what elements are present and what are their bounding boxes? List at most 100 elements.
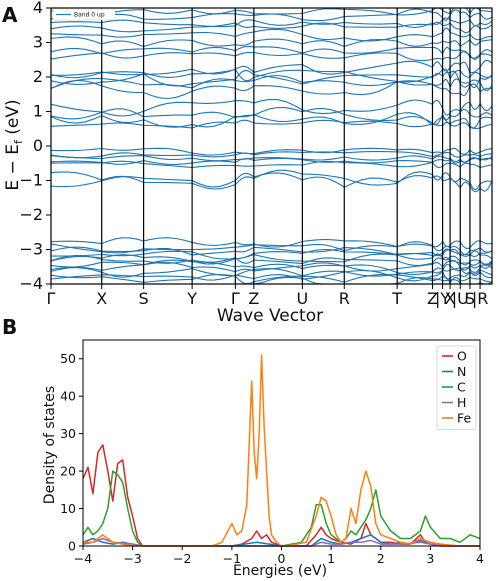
dos-y-tick-label: 0	[68, 539, 76, 554]
dos-legend-label: C	[457, 380, 466, 395]
band-line	[51, 248, 493, 260]
band-line	[50, 169, 493, 191]
band-line	[50, 261, 493, 276]
dos-y-tick-label: 40	[60, 389, 76, 404]
band-x-tick-label: Γ	[231, 289, 240, 308]
dos-legend-label: H	[457, 395, 466, 410]
band-x-tick-label: Z	[427, 289, 438, 308]
band-line	[50, 253, 493, 267]
band-plot-frame	[50, 7, 493, 285]
dos-plot-frame	[82, 339, 481, 547]
dos-series-fe	[83, 354, 480, 547]
dos-ticks: 0 10 20 30 40 50 −4 −3 −2 −1 0 1 2 3 4	[60, 351, 484, 566]
band-line	[50, 119, 493, 130]
band-line	[50, 155, 493, 163]
band-line	[50, 36, 493, 48]
band-line	[50, 21, 493, 34]
band-y-tick-label: 4	[33, 0, 43, 17]
band-y-tick-label: −2	[19, 205, 43, 224]
band-line	[50, 17, 493, 29]
band-line	[50, 106, 493, 126]
dos-x-tick-label: 4	[476, 551, 484, 566]
band-line	[50, 98, 493, 117]
band-y-tick-label: −4	[19, 274, 43, 293]
band-line	[50, 237, 493, 249]
dos-y-tick-label: 10	[60, 501, 76, 516]
dos-legend-box	[436, 345, 477, 430]
band-x-tick-label: |R	[472, 289, 489, 308]
band-y-axis-title-unit: (eV)	[3, 99, 23, 140]
dos-x-tick-label: 0	[278, 551, 286, 566]
band-legend-box	[52, 8, 116, 21]
band-y-tick-label: 1	[33, 102, 43, 121]
band-y-tick-label: −3	[19, 240, 43, 259]
band-x-axis-title: Wave Vector	[217, 306, 323, 326]
band-x-tick-label: R	[339, 289, 350, 308]
band-y-axis-title-main: E − E	[3, 144, 23, 191]
band-line	[50, 150, 493, 159]
band-line	[50, 267, 493, 278]
band-line	[50, 59, 493, 79]
band-x-tick-label: Y	[186, 289, 197, 308]
band-line	[50, 246, 493, 258]
band-y-tick-label: 3	[33, 33, 43, 52]
dos-x-tick-label: −3	[123, 551, 141, 566]
dos-legend-label: N	[457, 364, 466, 379]
band-y-axis-title: E − Ef (eV)	[3, 99, 25, 190]
band-line	[50, 172, 493, 193]
band-line	[50, 112, 493, 129]
dos-x-tick-label: 3	[426, 551, 434, 566]
dos-series-c	[82, 470, 481, 547]
band-line	[50, 27, 493, 42]
band-line	[50, 160, 493, 169]
band-x-tick-label: T	[391, 289, 402, 308]
kpoint-lines	[101, 8, 481, 284]
band-x-tick-label: |Y	[435, 289, 450, 308]
band-x-tick-label: |U	[452, 289, 469, 308]
band-line	[50, 79, 493, 100]
band-line	[50, 8, 493, 22]
dos-y-tick-label: 30	[60, 426, 76, 441]
band-y-axis-title-sub: f	[12, 139, 25, 144]
dos-x-axis-title: Energies (eV)	[233, 563, 327, 579]
band-y-tick-label: −1	[19, 171, 43, 190]
band-y-tick-label: 2	[33, 67, 43, 86]
panel-b-label: B	[2, 315, 17, 339]
band-x-tick-label: U	[297, 289, 309, 308]
dos-panel: B 0 10 20 30 40 50 −4 −3 −2 −1 0 1 2 3 4 Energies (eV)…	[2, 315, 484, 579]
band-line	[50, 50, 493, 62]
panel-a-label: A	[2, 3, 18, 27]
band-line	[50, 259, 493, 272]
band-line	[51, 68, 493, 83]
band-x-tick-label: Z	[248, 289, 259, 308]
dos-y-axis-title: Density of states	[42, 386, 58, 504]
dos-series	[82, 354, 481, 547]
dos-x-tick-label: −4	[74, 551, 92, 566]
band-x-tick-label: X	[445, 289, 456, 308]
dos-x-tick-label: −1	[223, 551, 241, 566]
band-x-tick-label: X	[96, 289, 107, 308]
band-lines	[50, 7, 493, 285]
band-line	[50, 147, 493, 156]
dos-x-tick-label: 1	[327, 551, 335, 566]
band-axes	[50, 7, 493, 285]
band-legend: Band 0 up	[52, 8, 116, 21]
band-line	[50, 45, 493, 60]
dos-x-tick-label: 2	[377, 551, 385, 566]
band-x-tick-label: S	[465, 289, 475, 308]
dos-x-tick-label: −2	[173, 551, 191, 566]
dos-series-n	[82, 534, 480, 547]
band-line	[50, 273, 493, 285]
band-x-tick-label: S	[139, 289, 149, 308]
band-line	[50, 70, 493, 88]
dos-y-tick-label: 20	[60, 464, 76, 479]
dos-legend-label: O	[457, 349, 467, 364]
band-line	[50, 254, 493, 266]
band-legend-label: Band 0 up	[74, 12, 105, 19]
dos-axes	[82, 339, 481, 547]
band-x-tick-label: Γ	[47, 289, 56, 308]
